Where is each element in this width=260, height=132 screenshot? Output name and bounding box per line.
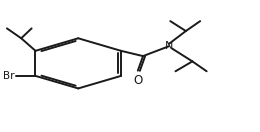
- Text: O: O: [133, 74, 142, 87]
- Text: N: N: [165, 41, 173, 51]
- Text: Br: Br: [3, 71, 15, 81]
